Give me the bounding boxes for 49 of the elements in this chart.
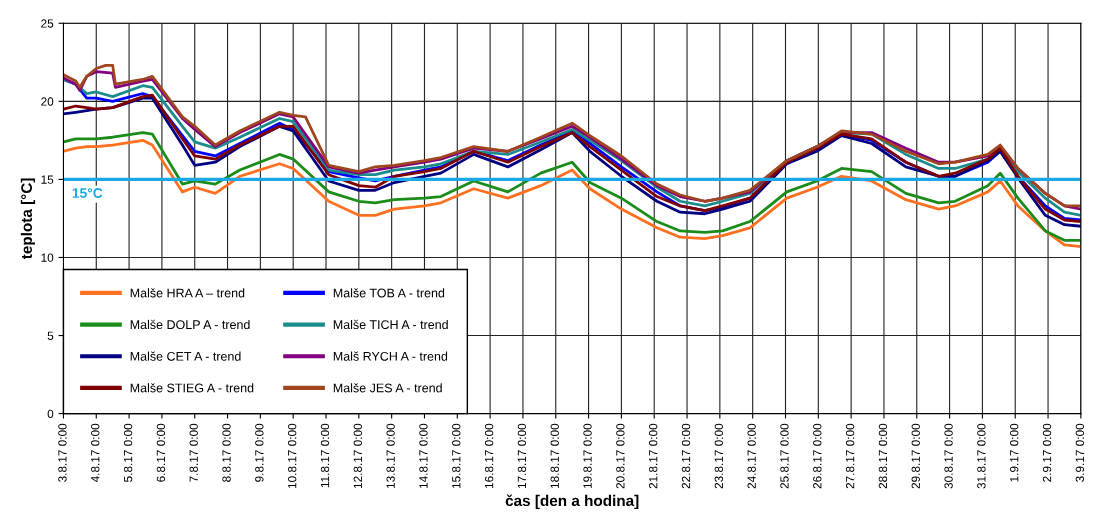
x-tick-label: 8.8.17 0:00 (222, 423, 231, 482)
y-tick-label: 15 (41, 175, 54, 184)
x-tick-label: 18.8.17 0:00 (550, 423, 559, 489)
x-tick-label: 5.8.17 0:00 (123, 423, 133, 482)
x-tick-label: 17.8.17 0:00 (517, 423, 527, 489)
x-tick-label: 28.8.17 0:00 (878, 423, 888, 489)
x-tick-label: 30.8.17 0:00 (944, 423, 953, 489)
x-tick-label: 20.8.17 0:00 (616, 423, 625, 489)
x-tick-label: 6.8.17 0:00 (156, 423, 166, 482)
x-tick-label: 27.8.17 0:00 (845, 423, 855, 489)
legend-label: Malše CET A - trend (130, 351, 241, 361)
y-axis-title: teplota [°C] (20, 178, 36, 260)
y-tick-label: 5 (47, 331, 54, 340)
x-tick-label: 9.8.17 0:00 (255, 423, 264, 482)
legend-label: Malš RYCH A - trend (333, 351, 448, 361)
x-tick-label: 14.8.17 0:00 (419, 423, 428, 489)
x-tick-label: 15.8.17 0:00 (452, 423, 461, 489)
ref-line-label: 15°C (72, 188, 103, 198)
legend-label: Malše TOB A - trend (333, 288, 445, 298)
x-tick-label: 22.8.17 0:00 (681, 423, 691, 489)
x-tick-label: 23.8.17 0:00 (714, 423, 724, 489)
x-tick-label: 3.8.17 0:00 (58, 423, 67, 482)
legend-label: Malše JES A - trend (333, 383, 442, 393)
x-tick-label: 26.8.17 0:00 (813, 423, 822, 489)
x-tick-label: 19.8.17 0:00 (583, 423, 592, 489)
y-tick-label: 10 (41, 253, 54, 262)
legend-label: Malše DOLP A - trend (130, 319, 250, 330)
y-tick-label: 20 (41, 97, 54, 106)
y-tick-label: 0 (47, 409, 54, 418)
x-tick-label: 29.8.17 0:00 (911, 423, 920, 489)
x-tick-label: 16.8.17 0:00 (484, 423, 494, 489)
x-tick-label: 1.9.17 0:00 (1010, 423, 1019, 482)
x-tick-label: 10.8.17 0:00 (288, 423, 297, 489)
x-tick-label: 12.8.17 0:00 (353, 423, 362, 489)
legend-label: Malše TICH A - trend (333, 319, 448, 330)
legend-label: Malše HRA A – trend (130, 288, 245, 298)
x-tick-label: 2.9.17 0:00 (1042, 423, 1052, 482)
x-tick-label: 3.9.17 0:00 (1075, 423, 1085, 482)
x-tick-label: 11.8.17 0:00 (320, 423, 330, 488)
x-axis-title: čas [den a hodina] (505, 494, 639, 510)
y-tick-label: 25 (41, 19, 54, 28)
x-tick-label: 4.8.17 0:00 (91, 423, 100, 483)
x-tick-label: 21.8.17 0:00 (649, 423, 658, 489)
x-tick-label: 25.8.17 0:00 (780, 423, 789, 489)
x-tick-label: 24.8.17 0:00 (747, 423, 756, 489)
x-tick-label: 7.8.17 0:00 (189, 423, 198, 482)
x-tick-label: 31.8.17 0:00 (977, 423, 986, 489)
legend-label: Malše STIEG A - trend (130, 383, 254, 393)
x-tick-label: 13.8.17 0:00 (386, 423, 395, 489)
